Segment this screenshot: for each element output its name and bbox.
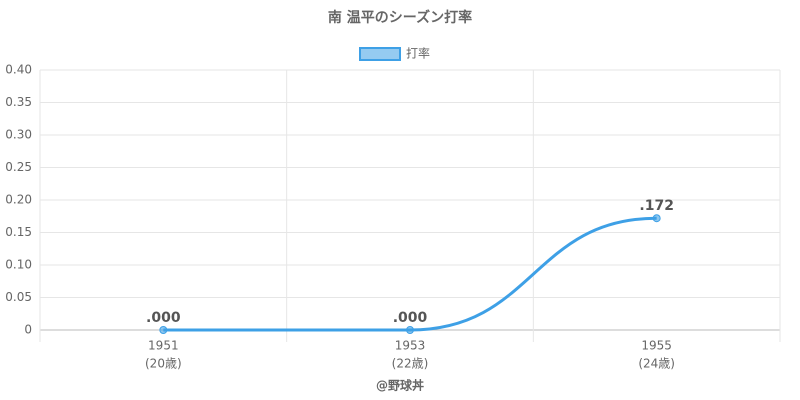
legend-swatch: [359, 47, 401, 61]
x-axis-label: @野球丼: [376, 378, 424, 393]
x-tick-label: 1955: [641, 339, 672, 353]
x-tick-label: 1953: [395, 339, 426, 353]
y-tick-label: 0.10: [5, 258, 32, 272]
x-tick-sublabel: (22歳): [392, 357, 429, 371]
x-tick-label: 1951: [148, 339, 179, 353]
data-label: .000: [393, 310, 428, 326]
y-tick-label: 0.05: [5, 290, 32, 304]
y-tick-label: 0.30: [5, 128, 32, 142]
y-tick-label: 0.40: [5, 63, 32, 77]
y-tick-label: 0.15: [5, 225, 32, 239]
legend-label: 打率: [406, 46, 430, 61]
y-tick-label: 0.20: [5, 193, 32, 207]
data-label: .172: [639, 198, 674, 214]
y-tick-label: 0.35: [5, 95, 32, 109]
y-tick-label: 0.25: [5, 160, 32, 174]
point: [652, 214, 661, 223]
x-tick-sublabel: (20歳): [145, 357, 182, 371]
data-label: .000: [146, 310, 181, 326]
chart-title: 南 温平のシーズン打率: [328, 9, 472, 26]
point: [406, 326, 414, 334]
point: [159, 326, 168, 334]
x-tick-sublabel: (24歳): [638, 357, 675, 371]
y-tick-label: 0: [24, 323, 32, 337]
line: [163, 216, 657, 332]
